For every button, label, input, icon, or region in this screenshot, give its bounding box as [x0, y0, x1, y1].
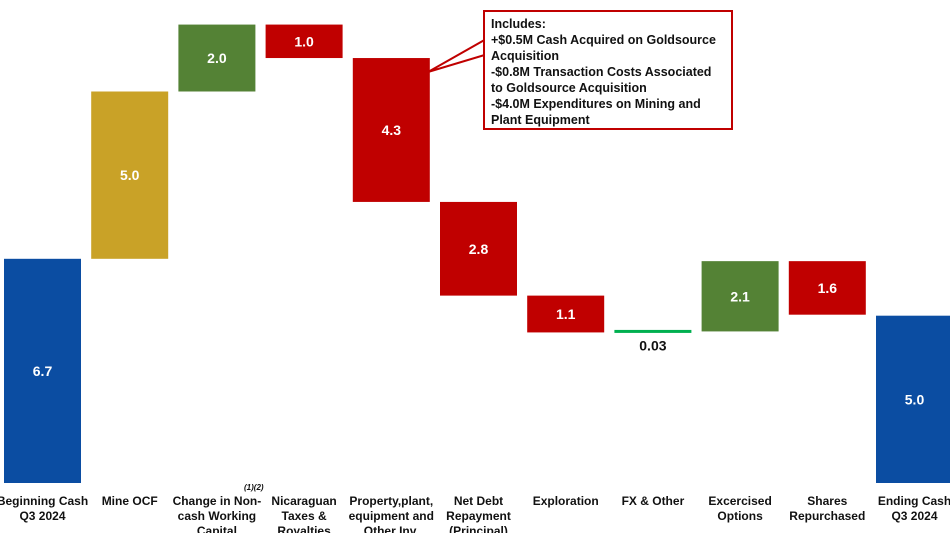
data-label-10: 1.6: [818, 280, 838, 296]
data-label-9: 2.1: [730, 288, 750, 304]
bar-2: [91, 91, 169, 259]
category-label-9: Excercised Options: [708, 494, 771, 523]
data-label-6: 2.8: [469, 241, 489, 257]
bar-1: [4, 258, 81, 483]
category-label-5: Property,plant, equipment and Other Inv.: [349, 494, 434, 533]
category-label-2: Mine OCF: [102, 494, 158, 508]
annotation-box: Includes: +$0.5M Cash Acquired on Goldso…: [483, 10, 733, 130]
data-label-5: 4.3: [382, 122, 402, 138]
bar-11: [876, 315, 950, 483]
category-label-6: Net Debt Repayment (Principal): [446, 494, 511, 533]
category-label-3: Change in Non-cash Working Capital: [173, 494, 262, 533]
data-label-3: 2.0: [207, 50, 227, 66]
annotation-line: +$0.5M Cash Acquired on Goldsource Acqui…: [491, 33, 716, 63]
data-label-7: 1.1: [556, 306, 576, 322]
bar-8: [614, 329, 692, 333]
annotation-line: Includes:: [491, 17, 546, 31]
category-label-8: FX & Other: [622, 494, 685, 508]
bar-7: [527, 295, 605, 333]
data-label-2: 5.0: [120, 167, 140, 183]
bar-6: [440, 201, 517, 296]
data-label-4: 1.0: [294, 33, 314, 49]
bar-10: [788, 261, 866, 315]
bar-4: [265, 24, 343, 59]
annotation-line: -$0.8M Transaction Costs Associated to G…: [491, 65, 712, 95]
bar-9: [701, 261, 779, 332]
footnote-reference: (1)(2): [244, 483, 264, 492]
category-label-10: Shares Repurchased: [789, 494, 865, 523]
data-label-11: 5.0: [905, 391, 925, 407]
category-label-1: Beginning Cash Q3 2024: [0, 494, 88, 523]
category-label-7: Exploration: [533, 494, 599, 508]
category-label-11: Ending Cash Q3 2024: [878, 494, 950, 523]
bar-5: [352, 58, 430, 202]
data-label-8: 0.03: [639, 337, 666, 353]
category-label-4: Nicaraguan Taxes & Royalties: [271, 494, 336, 533]
annotation-line: -$4.0M Expenditures on Mining and Plant …: [491, 97, 701, 127]
annotation-pointer: [427, 36, 489, 73]
bar-3: [178, 24, 256, 92]
data-label-1: 6.7: [33, 363, 53, 379]
